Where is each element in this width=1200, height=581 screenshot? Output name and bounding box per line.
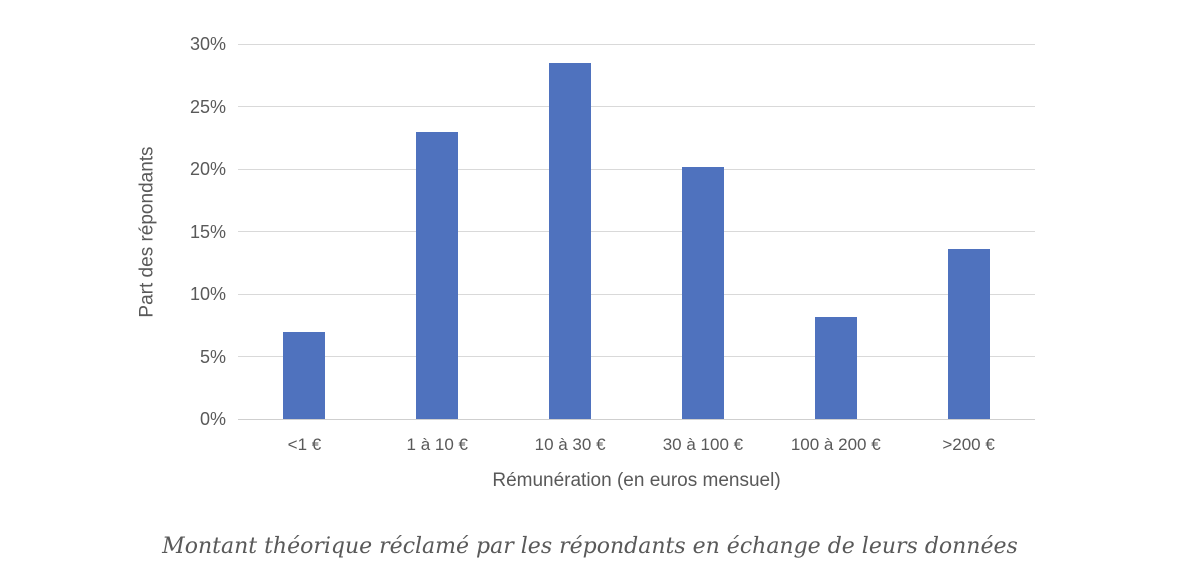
bar-1 [283,331,326,419]
y-axis-title: Part des répondants [126,44,170,419]
y-tick-label: 30% [189,34,226,54]
x-tick-label: <1 € [287,435,322,454]
y-tick-label: 20% [189,159,226,179]
x-axis-title: Rémunération (en euros mensuel) [492,470,781,491]
bar-6 [947,249,990,419]
y-axis-title-text: Part des répondants [137,145,158,318]
x-tick-label: 30 à 100 € [662,435,744,454]
x-tick-label: 10 à 30 € [534,435,606,454]
plot-area: 0% 5% 10% 15% 20% 25% 30% <1 € 1 à 10 € 10 à 30 €… [190,34,1035,454]
bar-5 [814,316,857,419]
bar-3 [549,62,592,419]
gridline [238,293,1035,295]
bar-2 [416,131,459,419]
y-tick-label: 5% [199,346,226,367]
x-tick-label: 100 à 200 € [790,435,881,454]
x-tick-label: >200 € [942,435,995,454]
y-tick-label: 0% [199,409,226,429]
y-tick-label: 10% [189,284,226,304]
y-tick-label: 15% [189,221,226,242]
y-tick-label: 25% [189,96,226,117]
bar-4 [681,166,724,419]
gridline [238,231,1035,232]
gridline [238,356,1035,357]
gridline [238,106,1035,107]
figure-caption: Montant théorique réclamé par les répond… [162,534,1018,559]
x-tick-label: 1 à 10 € [406,435,468,454]
gridline [238,168,1035,170]
gridline [238,43,1035,45]
x-axis-baseline [238,418,1035,420]
